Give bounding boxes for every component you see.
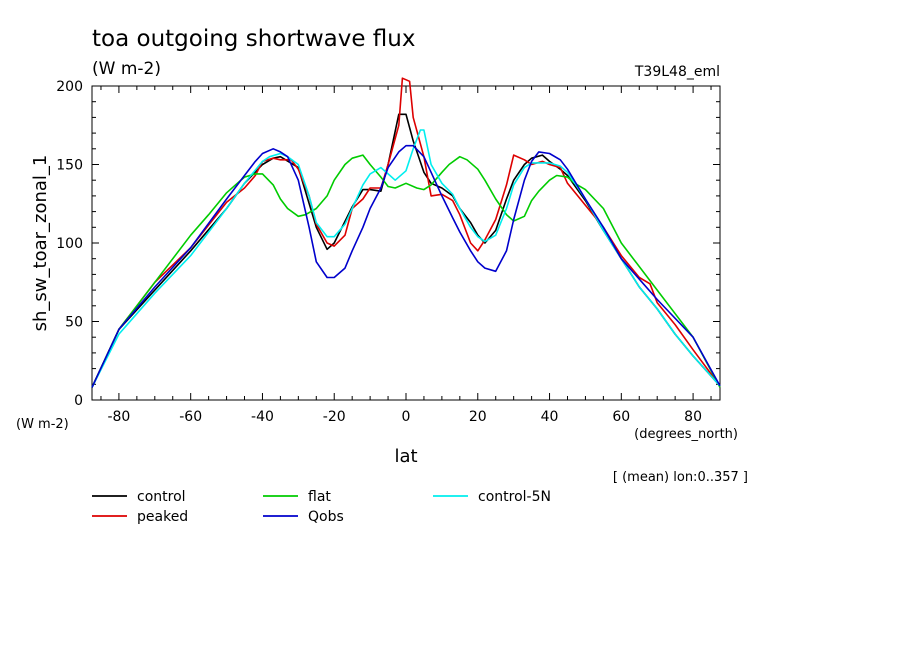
x-tick-label: 20 <box>469 409 487 425</box>
y-axis-ticks: 0 50 100 150 200 <box>56 79 720 409</box>
x-tick-label: 40 <box>541 409 559 425</box>
series-lines <box>91 77 721 388</box>
experiment-tag: T39L48_eml <box>634 64 720 80</box>
series-line-control-5n <box>91 129 721 388</box>
y-tick-label: 150 <box>56 158 83 174</box>
x-axis-units: (degrees_north) <box>634 427 738 442</box>
series-line-qobs <box>91 144 721 388</box>
x-tick-label: -60 <box>179 409 202 425</box>
x-tick-label: -40 <box>251 409 274 425</box>
x-tick-label: 80 <box>684 409 702 425</box>
series-line-control <box>91 113 721 388</box>
legend-label-peaked: peaked <box>137 509 188 525</box>
x-tick-label: -80 <box>107 409 130 425</box>
x-axis-label: lat <box>394 446 417 467</box>
y-tick-label: 200 <box>56 79 83 95</box>
x-tick-label: -20 <box>323 409 346 425</box>
plot-frame <box>91 85 721 401</box>
chart-title: toa outgoing shortwave flux <box>92 26 415 52</box>
y-axis-units: (W m-2) <box>16 417 69 432</box>
chart-title-units: (W m-2) <box>92 59 161 79</box>
legend-label-qobs: Qobs <box>308 509 344 525</box>
series-line-peaked <box>91 77 721 388</box>
legend-label-control: control <box>137 489 186 505</box>
y-axis-label: sh_sw_toar_zonal_1 <box>30 155 51 332</box>
x-tick-label: 60 <box>612 409 630 425</box>
x-axis-ticks: -80 -60 -40 -20 0 20 40 60 80 <box>100 86 712 425</box>
y-tick-label: 0 <box>74 393 83 409</box>
x-tick-label: 0 <box>402 409 411 425</box>
legend-label-control-5n: control-5N <box>478 489 551 505</box>
y-tick-label: 50 <box>65 315 83 331</box>
legend-label-flat: flat <box>308 489 331 505</box>
legend: control peaked flat control-5N Qobs <box>92 489 551 525</box>
y-tick-label: 100 <box>56 236 83 252</box>
series-line-flat <box>91 154 721 388</box>
averaging-note: [ (mean) lon:0..357 ] <box>613 470 748 485</box>
